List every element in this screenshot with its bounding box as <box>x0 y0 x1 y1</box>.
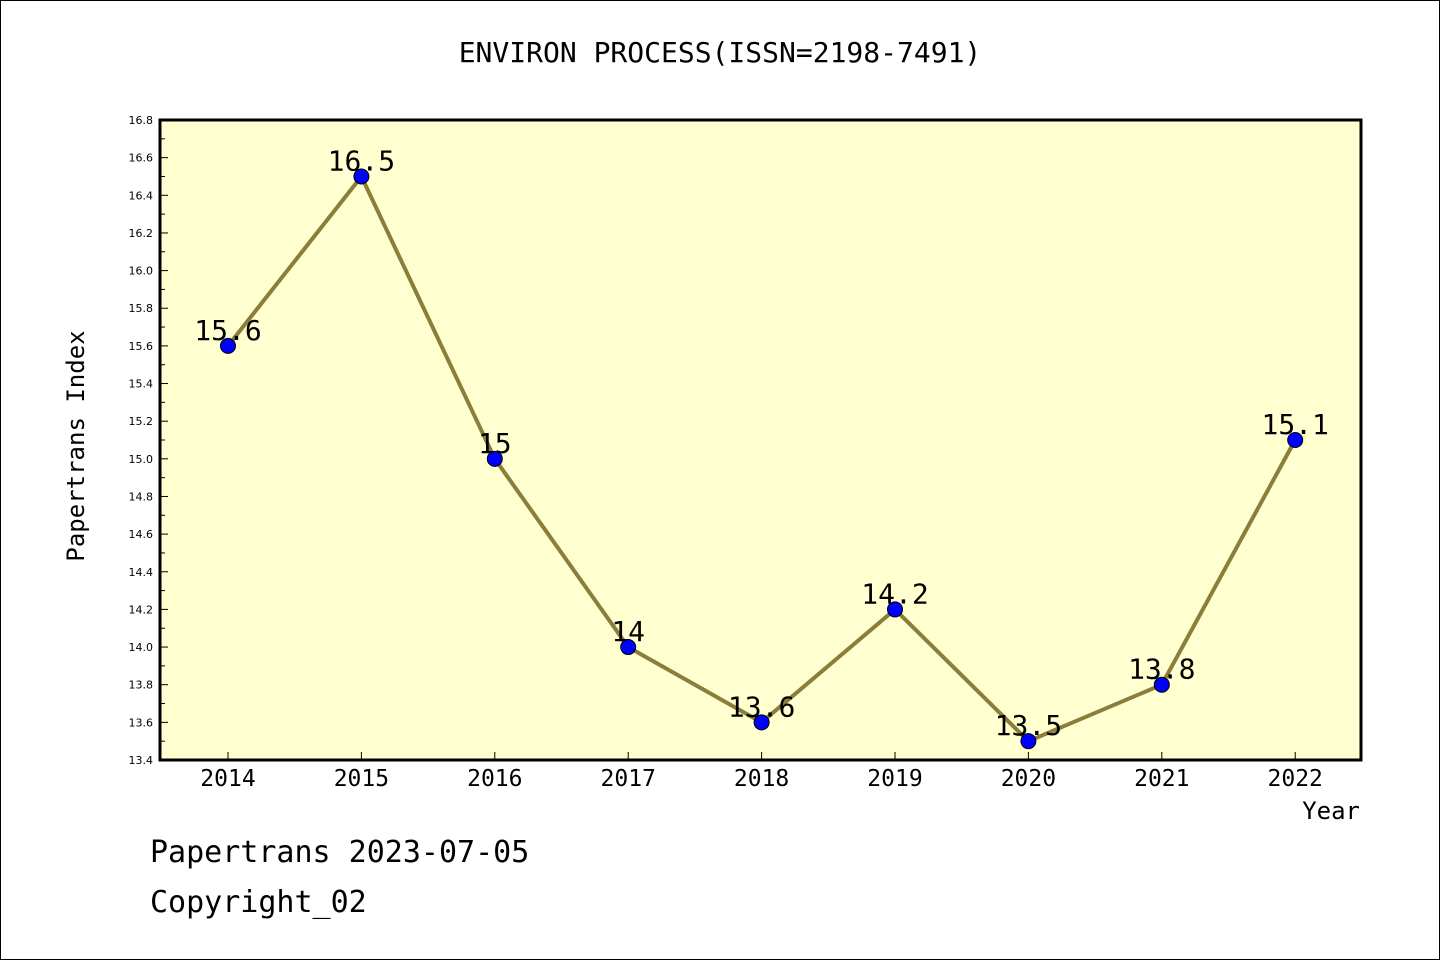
data-point <box>1020 733 1037 750</box>
x-tick-label: 2020 <box>1001 766 1056 792</box>
x-tick-label: 2019 <box>867 766 922 792</box>
y-tick-label: 14.4 <box>129 566 154 579</box>
y-tick-label: 15.2 <box>129 415 154 428</box>
y-tick-label: 15.0 <box>129 453 154 466</box>
data-point <box>620 639 637 656</box>
data-label: 15.1 <box>1261 408 1328 441</box>
y-tick-label: 16.2 <box>129 227 154 240</box>
y-tick-label: 15.6 <box>129 340 154 353</box>
x-tick-label: 2022 <box>1268 766 1323 792</box>
plot-area <box>160 120 1361 760</box>
x-tick-label: 2014 <box>200 766 255 792</box>
x-axis-label: Year <box>1302 797 1360 825</box>
x-tick-label: 2017 <box>601 766 656 792</box>
data-label: 13.5 <box>995 709 1062 742</box>
y-tick-label: 14.2 <box>129 603 154 616</box>
data-label: 13.8 <box>1128 653 1195 686</box>
data-point <box>887 601 903 618</box>
y-tick-label: 14.8 <box>129 490 154 503</box>
x-tick-label: 2016 <box>467 766 522 792</box>
y-tick-label: 16.4 <box>129 189 154 202</box>
data-point <box>1287 432 1304 448</box>
plot-border <box>158 118 1363 762</box>
data-label: 13.6 <box>728 690 795 723</box>
data-label: 14 <box>611 615 645 648</box>
y-tick-label: 15.8 <box>129 302 154 315</box>
y-tick-label: 14.0 <box>129 641 154 654</box>
y-tick-label: 13.6 <box>129 716 154 729</box>
data-label: 15.6 <box>194 314 261 347</box>
x-tick-label: 2021 <box>1134 766 1189 792</box>
y-tick-label: 16.8 <box>129 114 154 127</box>
x-tick-label: 2018 <box>734 766 789 792</box>
y-tick-label: 15.4 <box>129 378 154 391</box>
data-point <box>486 450 503 467</box>
chart-title: ENVIRON PROCESS(ISSN=2198-7491) <box>458 36 982 69</box>
y-tick-label: 16.0 <box>129 265 154 278</box>
y-tick-label: 14.6 <box>129 528 154 541</box>
y-tick-label: 16.6 <box>129 152 154 165</box>
data-point <box>1153 676 1170 693</box>
data-point <box>220 337 236 354</box>
footer-copyright: Copyright_02 <box>150 885 367 920</box>
y-tick-label: 13.8 <box>129 679 154 692</box>
data-point <box>753 714 770 731</box>
data-label: 14.2 <box>861 577 928 610</box>
data-label: 15 <box>478 427 512 460</box>
data-label: 16.5 <box>328 144 395 177</box>
x-tick-label: 2015 <box>334 766 389 792</box>
data-point <box>353 168 370 185</box>
y-tick-label: 13.4 <box>129 754 154 767</box>
footer-date: Papertrans 2023-07-05 <box>150 835 530 870</box>
